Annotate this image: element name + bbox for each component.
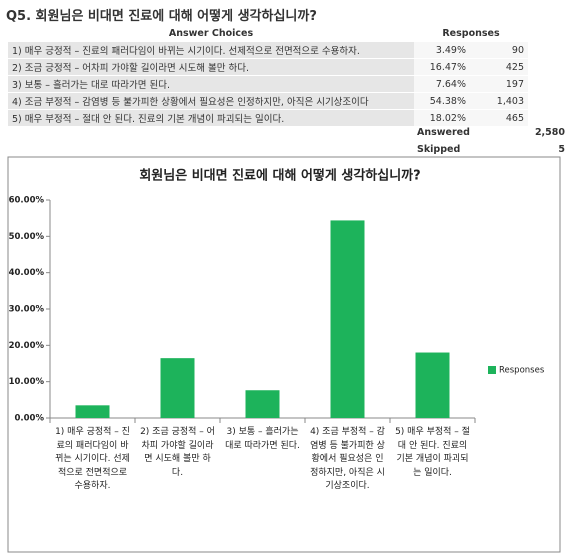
summary-value: 5 [558,144,565,155]
y-tick-label: 10.00% [9,377,45,387]
count-cell: 425 [470,59,528,75]
choice-cell: 2) 조금 긍정적 – 어차피 가야할 길이라면 시도해 볼만 하다. [8,59,414,75]
summary-label: Skipped [417,144,461,155]
summary-row: Skipped 5 [413,141,569,158]
table-row: 3) 보통 – 흘러가는 대로 따라가면 된다. 7.64% 197 [8,76,528,92]
table-row: 1) 매우 긍정적 – 진료의 패러다임이 바뀌는 시기이다. 선제적으로 전면… [8,42,528,58]
table-row: 5) 매우 부정적 – 절대 안 된다. 진료의 기본 개념이 파괴되는 일이다… [8,110,528,126]
header-cell: Responses [442,27,500,39]
chart-border [7,156,561,553]
question-title: Q5. 회원님은 비대면 진료에 대해 어떻게 생각하십니까? [6,9,317,24]
summary-row: Answered 2,580 [413,124,569,141]
count-cell: 90 [470,42,528,58]
x-tick-label: 4) 조금 부정적 – 감염병 등 불가피한 상황에서 필요성은 인정하지만, … [310,427,385,491]
x-label-box: 4) 조금 부정적 – 감염병 등 불가피한 상황에서 필요성은 인정하지만, … [310,427,385,491]
table-row: 2) 조금 긍정적 – 어차피 가야할 길이라면 시도해 볼만 하다. 16.47… [8,59,528,75]
count-cell: 465 [470,110,528,126]
x-tick-label: 5) 매우 부정적 – 절대 안 된다. 진료의 기본 개념이 파괴되는 일이다… [395,427,470,478]
bar [245,390,280,418]
percent-cell: 7.64% [414,76,470,92]
percent-cell: 18.02% [414,110,470,126]
response-table: Answer Choices Responses 1) 매우 긍정적 – 진료의… [8,24,528,127]
header-row: Answer Choices Responses [8,25,528,41]
legend-swatch [488,366,496,374]
x-label-box: 2) 조금 긍정적 – 어차피 가야할 길이라면 시도해 볼만 하다. [140,427,215,478]
y-tick-label: 30.00% [9,305,45,315]
y-tick-label: 50.00% [9,232,45,242]
y-tick-label: 40.00% [9,268,45,278]
chart-title: 회원님은 비대면 진료에 대해 어떻게 생각하십니까? [139,168,420,184]
x-tick-label: 1) 매우 긍정적 – 진료의 패러다임이 바뀌는 시기이다. 선제적으로 전면… [55,427,130,491]
table-row: 4) 조금 부정적 – 감염병 등 불가피한 상황에서 필요성은 인정하지만, … [8,93,528,109]
choice-cell: 4) 조금 부정적 – 감염병 등 불가피한 상황에서 필요성은 인정하지만, … [8,93,414,109]
summary-table: Answered 2,580 Skipped 5 [413,124,569,158]
bar [415,352,450,418]
summary-value: 2,580 [534,127,565,138]
choice-cell: 3) 보통 – 흘러가는 대로 따라가면 된다. [8,76,414,92]
choice-cell: 1) 매우 긍정적 – 진료의 패러다임이 바뀌는 시기이다. 선제적으로 전면… [8,42,414,58]
x-label-box: 3) 보통 – 흘러가는 대로 따라가면 된다. [225,427,300,451]
y-tick-label: 20.00% [9,341,45,351]
x-tick-label: 2) 조금 긍정적 – 어차피 가야할 길이라면 시도해 볼만 하다. [140,427,215,478]
y-tick-label: 0.00% [15,414,45,424]
legend-label: Responses [499,366,545,376]
choice-cell: 5) 매우 부정적 – 절대 안 된다. 진료의 기본 개념이 파괴되는 일이다… [8,110,414,126]
summary-label: Answered [417,127,470,138]
x-label-box: 1) 매우 긍정적 – 진료의 패러다임이 바뀌는 시기이다. 선제적으로 전면… [55,427,130,491]
count-cell: 197 [470,76,528,92]
percent-cell: 16.47% [414,59,470,75]
bar [330,220,365,418]
bar [160,358,195,418]
percent-cell: 3.49% [414,42,470,58]
bar [75,405,110,418]
header-cell: Answer Choices [168,27,254,39]
x-label-box: 5) 매우 부정적 – 절대 안 된다. 진료의 기본 개념이 파괴되는 일이다… [395,427,470,478]
y-tick-label: 60.00% [9,196,45,206]
x-tick-label: 3) 보통 – 흘러가는 대로 따라가면 된다. [225,427,300,451]
count-cell: 1,403 [470,93,528,109]
percent-cell: 54.38% [414,93,470,109]
